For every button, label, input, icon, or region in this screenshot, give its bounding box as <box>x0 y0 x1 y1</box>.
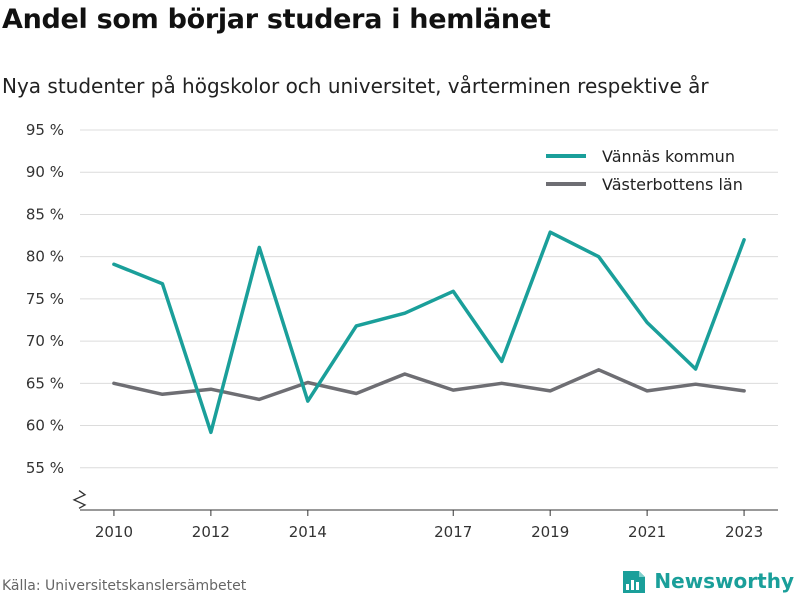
y-tick-label: 85 % <box>26 205 64 223</box>
gridlines: 55 % 60 % 65 % 70 % 75 % 80 % 85 % 90 % 95 % <box>26 121 778 477</box>
x-tick-label: 2023 <box>725 523 763 541</box>
newsworthy-logo-icon <box>623 571 646 593</box>
brand-logo: Newsworthy <box>622 568 794 594</box>
x-tick-label: 2012 <box>192 523 230 541</box>
y-axis-break-icon <box>72 490 87 509</box>
chart-title: Andel som börjar studera i hemlänet <box>2 4 551 35</box>
legend-label: Västerbottens län <box>602 175 743 194</box>
series-line <box>112 368 746 402</box>
y-tick-label: 65 % <box>26 374 64 392</box>
series-lines <box>112 230 746 435</box>
y-tick-label: 90 % <box>26 163 64 181</box>
line-chart: 55 % 60 % 65 % 70 % 75 % 80 % 85 % 90 % 95 % 201… <box>26 121 778 541</box>
y-tick-label: 55 % <box>26 459 64 477</box>
brand-name: Newsworthy <box>654 569 794 593</box>
legend: Vännäs kommun Västerbottens län <box>546 147 743 194</box>
x-tick-label: 2010 <box>95 523 133 541</box>
y-tick-label: 60 % <box>26 417 64 435</box>
x-tick-label: 2017 <box>434 523 472 541</box>
legend-label: Vännäs kommun <box>602 147 735 166</box>
x-tick-label: 2021 <box>628 523 666 541</box>
x-tick-label: 2019 <box>531 523 569 541</box>
y-tick-label: 75 % <box>26 290 64 308</box>
series-line <box>112 230 746 435</box>
y-tick-label: 80 % <box>26 248 64 266</box>
x-axis: 2010 2012 2014 2017 2019 2021 2023 <box>72 490 778 541</box>
y-tick-label: 95 % <box>26 121 64 139</box>
y-tick-label: 70 % <box>26 332 64 350</box>
chart-subtitle: Nya studenter på högskolor och universit… <box>2 74 709 98</box>
x-tick-label: 2014 <box>289 523 327 541</box>
source-note: Källa: Universitetskanslersämbetet <box>2 578 247 594</box>
